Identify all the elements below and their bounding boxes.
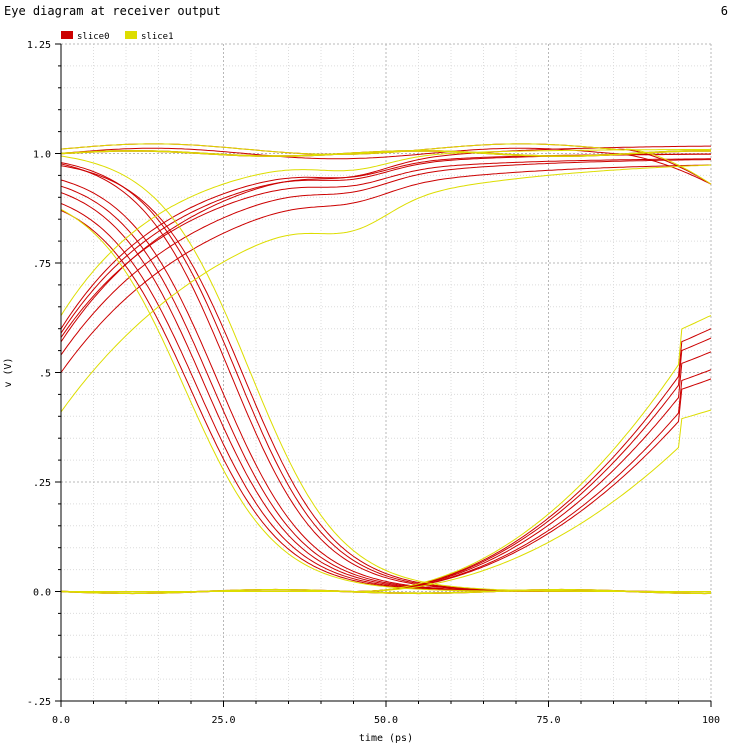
page-number: 6 <box>720 4 728 18</box>
slice1-trace <box>60 588 711 595</box>
slice1-legend-label: slice1 <box>141 32 174 42</box>
y-tick-label: .25 <box>33 478 51 489</box>
traces <box>60 143 712 595</box>
y-tick-label: 1.25 <box>27 40 51 51</box>
slice0-trace <box>61 351 712 592</box>
slice1-trace <box>60 164 712 413</box>
slice0-trace <box>60 158 711 338</box>
slice1-trace <box>60 150 711 157</box>
slice1-trace <box>61 409 712 592</box>
y-tick-label: .5 <box>39 369 51 380</box>
y-tick-label: 1.0 <box>33 150 51 161</box>
slice0-trace <box>60 147 712 185</box>
x-axis-label: time (ps) <box>359 733 413 744</box>
axes: 0.0 25.0 50.0 75.0 1001.251.0.75.5.250.0-.25… <box>3 40 720 744</box>
y-axis-label: v (V) <box>3 357 14 387</box>
slice0-trace <box>60 159 711 356</box>
y-tick-label: -.25 <box>27 697 51 708</box>
legend: slice0 slice1 <box>61 31 174 42</box>
x-tick-label: 25.0 <box>211 715 235 726</box>
grid <box>60 43 712 702</box>
x-tick-label: 50.0 <box>374 715 398 726</box>
slice1-legend-swatch <box>125 31 137 39</box>
x-tick-label: 0.0 <box>52 715 70 726</box>
y-tick-label: 0.0 <box>33 588 51 599</box>
slice0-legend-label: slice0 <box>77 32 110 42</box>
x-tick-label: 100 <box>702 715 720 726</box>
slice0-trace <box>60 164 711 373</box>
slice1-trace <box>60 143 712 185</box>
slice1-trace <box>60 148 712 316</box>
chart-title: Eye diagram at receiver output <box>4 4 221 18</box>
y-tick-label: .75 <box>33 259 51 270</box>
slice1-trace <box>60 209 711 592</box>
slice0-legend-swatch <box>61 31 73 39</box>
x-tick-label: 75.0 <box>536 715 560 726</box>
